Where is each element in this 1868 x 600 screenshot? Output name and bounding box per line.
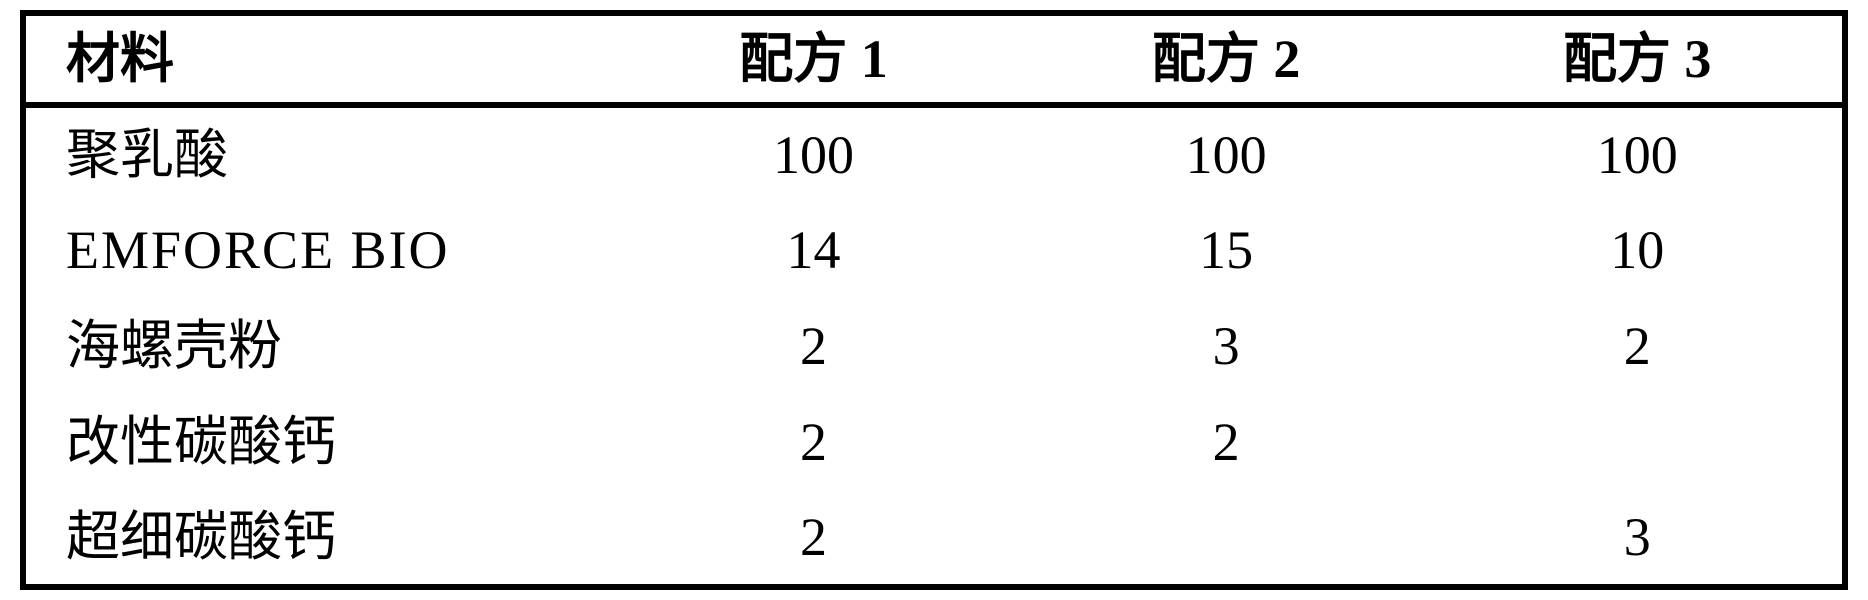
- formula-table: 材料 配方 1 配方 2 配方 3 聚乳酸 100 100 100 EMFORC…: [20, 10, 1848, 590]
- col-header-formula-3: 配方 3: [1432, 13, 1845, 105]
- col-header-material: 材料: [23, 13, 607, 105]
- row-value-f1: 2: [607, 394, 1020, 490]
- row-value-f2: 100: [1020, 105, 1433, 201]
- table-body: 聚乳酸 100 100 100 EMFORCE BIO 14 15 10 海螺壳…: [23, 105, 1845, 587]
- row-value-f2: 2: [1020, 394, 1433, 490]
- row-value-f2: 15: [1020, 201, 1433, 297]
- row-material-label: EMFORCE BIO: [23, 201, 607, 297]
- row-value-f3: 3: [1432, 491, 1845, 587]
- row-material-label: 海螺壳粉: [23, 298, 607, 394]
- row-value-f3: 10: [1432, 201, 1845, 297]
- table-row: 聚乳酸 100 100 100: [23, 105, 1845, 201]
- table-row: 超细碳酸钙 2 3: [23, 491, 1845, 587]
- row-material-label: 改性碳酸钙: [23, 394, 607, 490]
- table-header-row: 材料 配方 1 配方 2 配方 3: [23, 13, 1845, 105]
- table-row: 海螺壳粉 2 3 2: [23, 298, 1845, 394]
- table-row: EMFORCE BIO 14 15 10: [23, 201, 1845, 297]
- row-value-f1: 2: [607, 298, 1020, 394]
- row-material-label: 超细碳酸钙: [23, 491, 607, 587]
- row-value-f1: 14: [607, 201, 1020, 297]
- col-header-formula-2: 配方 2: [1020, 13, 1433, 105]
- row-value-f1: 2: [607, 491, 1020, 587]
- row-value-f2: [1020, 491, 1433, 587]
- row-value-f3: 100: [1432, 105, 1845, 201]
- row-value-f2: 3: [1020, 298, 1433, 394]
- col-header-formula-1: 配方 1: [607, 13, 1020, 105]
- row-value-f1: 100: [607, 105, 1020, 201]
- row-value-f3: 2: [1432, 298, 1845, 394]
- row-value-f3: [1432, 394, 1845, 490]
- table-row: 改性碳酸钙 2 2: [23, 394, 1845, 490]
- row-material-label: 聚乳酸: [23, 105, 607, 201]
- formula-table-container: 材料 配方 1 配方 2 配方 3 聚乳酸 100 100 100 EMFORC…: [0, 0, 1868, 600]
